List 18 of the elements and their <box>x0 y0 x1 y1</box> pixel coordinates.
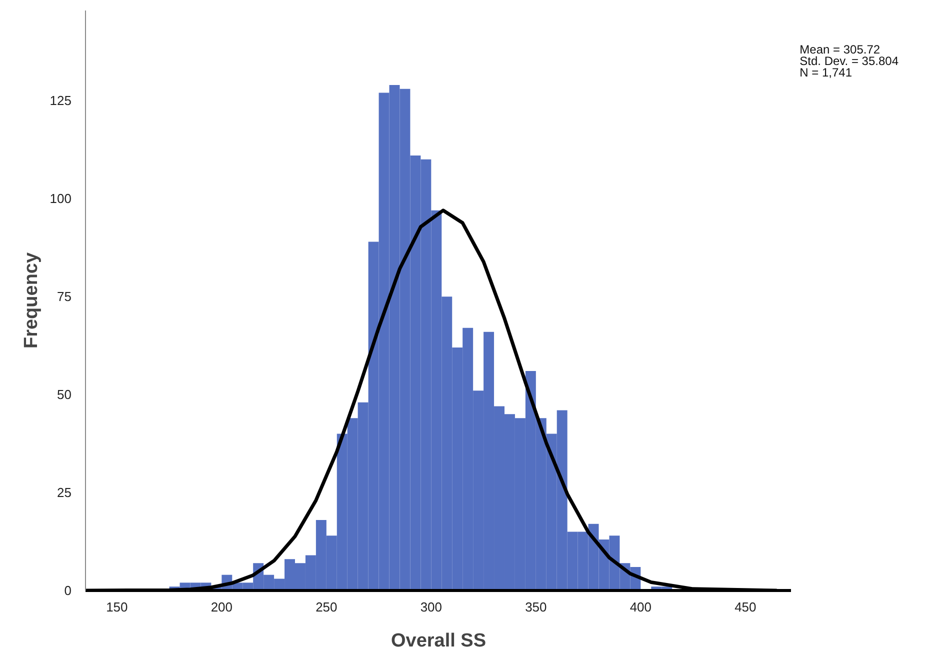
y-tick-label: 100 <box>50 191 72 206</box>
text: N = 1,741 <box>800 65 852 80</box>
y-axis-title: Frequency <box>20 252 42 349</box>
text: Std. Dev. = 35.804 <box>800 54 899 68</box>
x-axis-title: Overall SS <box>390 630 486 652</box>
y-tick-label: 75 <box>57 289 72 304</box>
x-tick-label: 400 <box>630 600 652 614</box>
x-tick-label: 300 <box>420 600 442 614</box>
x-tick-label: 200 <box>210 600 233 614</box>
y-tick-label: 25 <box>57 485 72 500</box>
y-tick-label: 0 <box>64 583 72 598</box>
x-tick-label: 250 <box>316 600 338 614</box>
x-tick-label: 450 <box>734 600 756 614</box>
y-tick-label: 50 <box>57 387 72 402</box>
x-tick-label: 150 <box>106 600 128 614</box>
text: Mean = 305.72 <box>800 42 880 56</box>
x-tick-label: 350 <box>525 600 547 614</box>
y-tick-label: 125 <box>50 93 72 108</box>
